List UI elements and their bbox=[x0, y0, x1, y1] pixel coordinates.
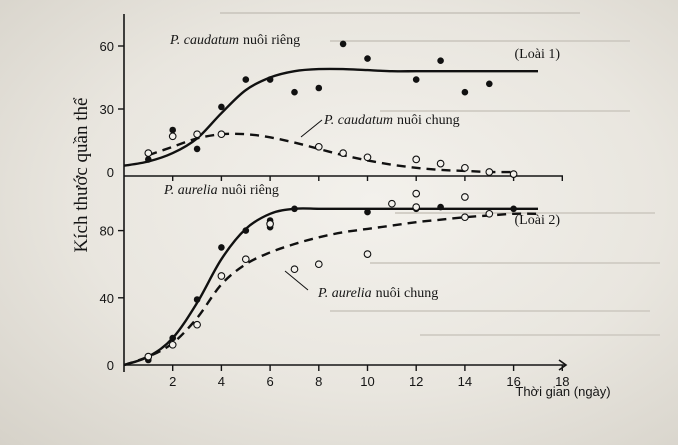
point-0-0-0 bbox=[145, 156, 152, 163]
point-0-1-3 bbox=[217, 130, 226, 139]
point-0-0-9 bbox=[339, 40, 347, 48]
point-1-1-8 bbox=[363, 250, 372, 258]
point-1-0-4 bbox=[242, 227, 250, 234]
point-0-1-4 bbox=[314, 142, 323, 151]
legend-loai-1: (Loài 1) bbox=[515, 47, 561, 62]
point-1-0-2 bbox=[193, 296, 201, 303]
point-0-0-4 bbox=[218, 103, 225, 111]
point-0-1-9 bbox=[461, 163, 469, 172]
label-caudatum-mixed: P. caudatum nuôi chung bbox=[323, 113, 460, 128]
bleed-through-texture bbox=[220, 12, 660, 336]
point-0-1-7 bbox=[412, 155, 421, 164]
x-tick-label-18: 18 bbox=[555, 374, 569, 389]
point-0-1-10 bbox=[485, 168, 494, 176]
point-0-1-5 bbox=[339, 149, 347, 157]
point-0-0-5 bbox=[242, 76, 250, 83]
x-tick-label-4: 4 bbox=[218, 374, 225, 389]
leader-aurelia-mixed bbox=[284, 270, 309, 291]
legend-loai-2: (Loài 2) bbox=[515, 213, 561, 228]
x-tick-label-8: 8 bbox=[315, 374, 322, 389]
label-aurelia-alone: P. aurelia nuôi riêng bbox=[163, 183, 279, 198]
point-0-0-3 bbox=[193, 145, 201, 153]
point-1-1-5 bbox=[266, 220, 274, 228]
point-0-0-10 bbox=[364, 55, 371, 62]
point-0-1-2 bbox=[193, 130, 201, 139]
point-1-1-2 bbox=[193, 320, 201, 329]
point-0-1-11 bbox=[509, 170, 518, 178]
point-1-1-13 bbox=[461, 193, 469, 201]
series-points bbox=[144, 40, 518, 364]
point-1-1-12 bbox=[461, 213, 469, 222]
point-1-0-11 bbox=[437, 203, 444, 211]
point-0-0-11 bbox=[412, 76, 420, 83]
point-1-1-1 bbox=[168, 340, 177, 349]
point-0-1-6 bbox=[363, 153, 372, 162]
y-axis-label: Kích thước quần thể bbox=[71, 97, 92, 252]
point-1-0-13 bbox=[510, 205, 517, 213]
point-1-0-3 bbox=[218, 244, 225, 251]
point-1-1-3 bbox=[217, 272, 226, 280]
y-tick-label-0-0: 0 bbox=[107, 165, 114, 180]
x-tick-label-10: 10 bbox=[360, 374, 374, 389]
point-0-0-8 bbox=[315, 84, 323, 92]
point-1-1-0 bbox=[144, 352, 153, 361]
y-tick-label-0-60: 60 bbox=[100, 39, 114, 54]
label-aurelia-mixed: P. aurelia nuôi chung bbox=[317, 286, 438, 301]
series-curves bbox=[123, 67, 539, 367]
point-1-1-6 bbox=[290, 265, 299, 274]
point-0-1-0 bbox=[144, 149, 153, 157]
point-1-0-7 bbox=[291, 205, 298, 213]
x-tick-label-16: 16 bbox=[506, 374, 520, 389]
curve-p-aurelia-nu-i-ri-ng bbox=[123, 207, 538, 367]
point-1-1-9 bbox=[388, 199, 396, 208]
point-1-1-4 bbox=[241, 255, 250, 264]
point-0-1-1 bbox=[168, 132, 177, 141]
point-1-1-11 bbox=[412, 189, 421, 198]
y-tick-label-0-30: 30 bbox=[100, 102, 114, 117]
x-tick-label-12: 12 bbox=[409, 374, 423, 389]
point-0-0-13 bbox=[461, 88, 469, 96]
point-1-0-1 bbox=[169, 334, 176, 342]
y-tick-label-1-0: 0 bbox=[107, 358, 114, 373]
x-axis-arrowhead bbox=[558, 359, 568, 371]
label-caudatum-alone: P. caudatum nuôi riêng bbox=[169, 33, 300, 48]
point-0-0-7 bbox=[291, 88, 298, 96]
y-tick-label-1-80: 80 bbox=[100, 224, 114, 239]
point-0-0-12 bbox=[437, 57, 444, 64]
leader-caudatum-mixed bbox=[300, 119, 323, 138]
x-tick-label-14: 14 bbox=[458, 374, 472, 389]
x-tick-label-2: 2 bbox=[169, 374, 176, 389]
point-0-1-8 bbox=[436, 159, 445, 168]
point-1-1-14 bbox=[485, 209, 494, 218]
y-tick-label-1-40: 40 bbox=[100, 291, 114, 306]
point-1-1-7 bbox=[314, 260, 323, 269]
curve-p-caudatum-nu-i-chung bbox=[147, 132, 514, 174]
point-0-0-14 bbox=[486, 80, 493, 88]
x-axis-label: Thời gian (ngày) bbox=[515, 384, 610, 399]
x-tick-label-6: 6 bbox=[266, 374, 273, 389]
point-1-0-8 bbox=[364, 208, 371, 216]
axis-ticks: 0 30 60 0 40 80 2 4 6 8 10 12 14 16 18 bbox=[100, 39, 570, 389]
point-0-0-6 bbox=[266, 76, 274, 83]
point-0-0-2 bbox=[169, 126, 176, 134]
point-1-1-10 bbox=[412, 203, 421, 211]
